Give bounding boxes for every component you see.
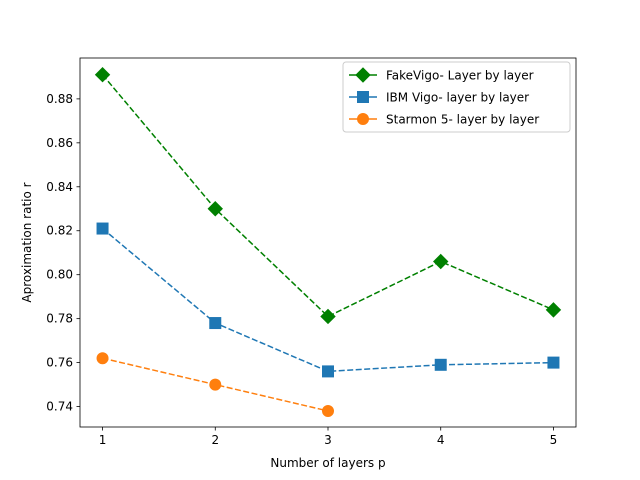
- data-point: [320, 308, 336, 325]
- x-tick-label: 4: [437, 433, 445, 447]
- series-line: [102, 227, 554, 373]
- y-tick-label: 0.74: [46, 400, 73, 414]
- series-0: [94, 66, 562, 325]
- y-tick-label: 0.84: [46, 180, 73, 194]
- legend-label: IBM Vigo- layer by layer: [386, 91, 529, 105]
- x-tick-label: 2: [211, 433, 219, 447]
- legend-item: IBM Vigo- layer by layer: [349, 91, 529, 105]
- series-1: [96, 222, 560, 378]
- legend-marker: [357, 91, 369, 103]
- y-axis-label: Aproximation ratio r: [20, 182, 34, 302]
- x-tick-label: 1: [99, 433, 107, 447]
- legend-label: Starmon 5- layer by layer: [386, 113, 539, 127]
- legend-marker: [355, 67, 371, 83]
- x-axis-label: Number of layers p: [270, 456, 385, 470]
- data-point: [322, 404, 334, 417]
- y-tick-label: 0.86: [46, 136, 73, 150]
- data-point: [434, 358, 447, 371]
- data-point: [545, 302, 562, 318]
- data-point: [209, 378, 222, 391]
- x-axis: 1 2 3 4 5: [99, 427, 558, 447]
- legend-box: [342, 61, 571, 133]
- y-tick-label: 0.80: [46, 268, 73, 282]
- x-tick-label: 5: [550, 433, 558, 447]
- y-tick-label: 0.82: [46, 224, 73, 238]
- y-tick-label: 0.76: [46, 356, 73, 370]
- data-point: [96, 222, 109, 235]
- y-tick-label: 0.78: [46, 312, 73, 326]
- data-point: [547, 356, 560, 369]
- y-axis: 0.74 0.76 0.78 0.80 0.82 0.84 0.86 0.88: [46, 92, 80, 414]
- series-2: [96, 352, 334, 417]
- data-point: [322, 365, 334, 378]
- y-tick-label: 0.88: [46, 92, 73, 106]
- x-tick-label: 3: [324, 433, 332, 447]
- legend-marker: [357, 113, 369, 125]
- legend-item: Starmon 5- layer by layer: [349, 113, 539, 127]
- legend-label: FakeVigo- Layer by layer: [386, 69, 534, 83]
- legend: FakeVigo- Layer by layer IBM Vigo- layer …: [342, 61, 571, 133]
- data-point: [207, 201, 223, 217]
- data-point: [433, 253, 449, 270]
- series-line: [101, 74, 554, 318]
- plot-area: [94, 66, 562, 417]
- data-point: [94, 66, 111, 83]
- legend-item: FakeVigo- Layer by layer: [349, 67, 534, 83]
- data-point: [96, 352, 109, 365]
- data-point: [209, 317, 222, 330]
